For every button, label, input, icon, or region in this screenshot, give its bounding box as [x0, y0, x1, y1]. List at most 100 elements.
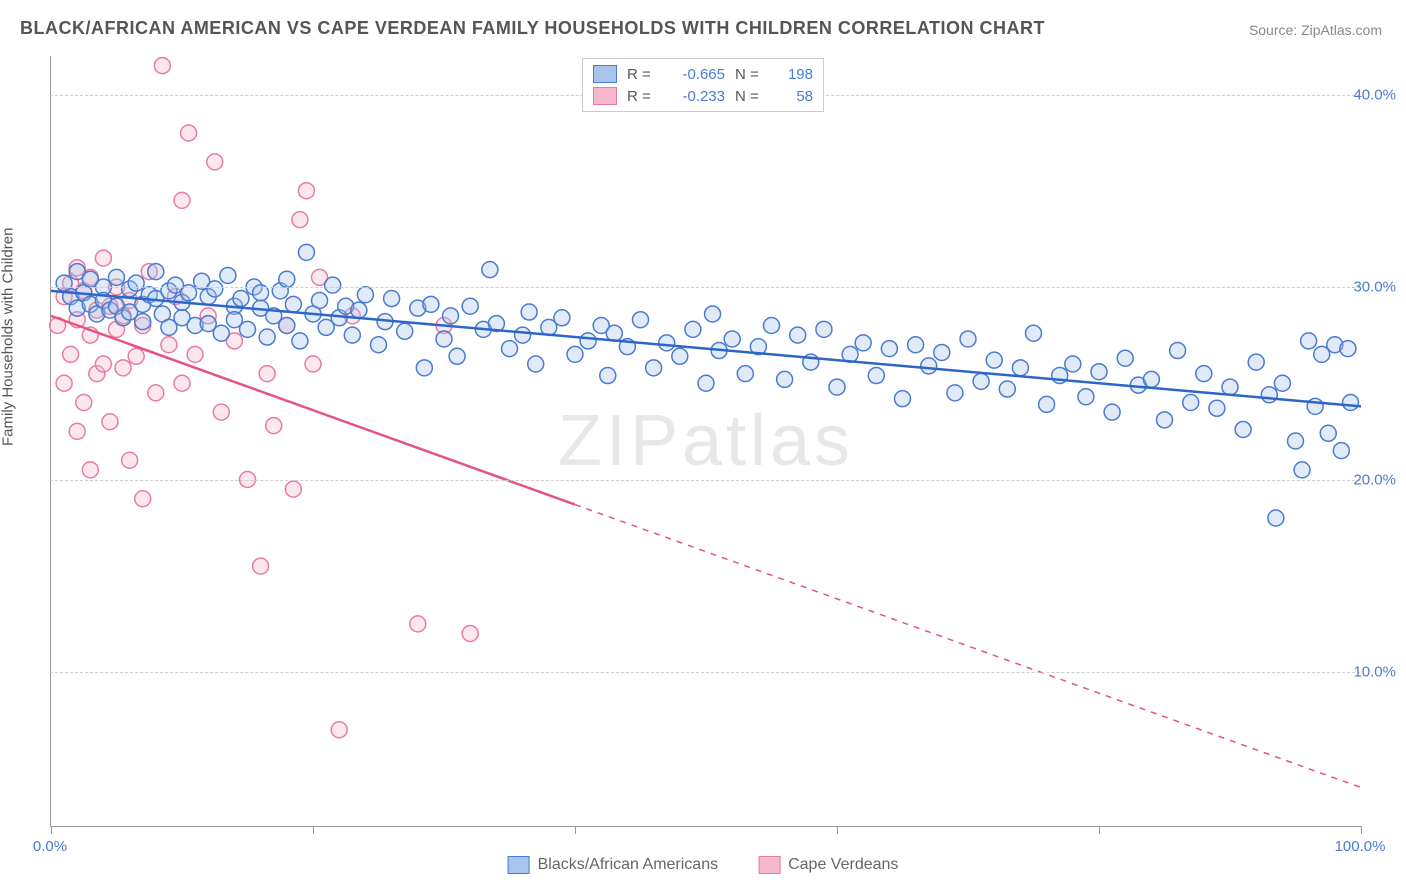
blue-point — [423, 296, 439, 312]
blue-point — [1333, 443, 1349, 459]
blue-point — [285, 296, 301, 312]
blue-point — [1301, 333, 1317, 349]
blue-point — [207, 281, 223, 297]
plot-svg — [51, 56, 1361, 826]
blue-point — [384, 291, 400, 307]
source-attribution: Source: ZipAtlas.com — [1249, 22, 1382, 38]
blue-point — [1117, 350, 1133, 366]
blue-point — [462, 298, 478, 314]
legend-item-pink: Cape Verdeans — [758, 856, 898, 874]
blue-point — [698, 375, 714, 391]
pink-point — [266, 418, 282, 434]
plot-area: ZIPatlas — [50, 56, 1361, 827]
legend-swatch-pink — [758, 856, 780, 874]
blue-point — [881, 341, 897, 357]
y-axis-label: Family Households with Children — [0, 228, 17, 446]
regression-line-pink-dashed — [575, 505, 1361, 788]
y-tick-label: 30.0% — [1353, 279, 1396, 296]
blue-point — [1340, 341, 1356, 357]
x-tick-label: 100.0% — [1335, 838, 1386, 855]
pink-point — [207, 154, 223, 170]
blue-point — [633, 312, 649, 328]
blue-point — [659, 335, 675, 351]
blue-point — [600, 368, 616, 384]
blue-point — [672, 348, 688, 364]
blue-point — [947, 385, 963, 401]
blue-point — [960, 331, 976, 347]
blue-point — [240, 321, 256, 337]
pink-point — [135, 491, 151, 507]
blue-point — [357, 287, 373, 303]
blue-point — [829, 379, 845, 395]
blue-point — [109, 269, 125, 285]
legend-n-label: N = — [735, 88, 763, 105]
pink-point — [253, 558, 269, 574]
legend-r-label: R = — [627, 88, 655, 105]
legend-swatch-blue — [593, 65, 617, 83]
gridline — [50, 672, 1360, 673]
blue-point — [1170, 343, 1186, 359]
pink-point — [128, 348, 144, 364]
blue-point — [921, 358, 937, 374]
pink-point — [122, 452, 138, 468]
blue-point — [148, 264, 164, 280]
pink-point — [298, 183, 314, 199]
blue-point — [1026, 325, 1042, 341]
blue-point — [371, 337, 387, 353]
pink-point — [174, 192, 190, 208]
blue-point — [1078, 389, 1094, 405]
blue-point — [344, 327, 360, 343]
x-tick — [313, 826, 314, 834]
blue-point — [416, 360, 432, 376]
blue-point — [128, 275, 144, 291]
blue-point — [934, 344, 950, 360]
blue-point — [443, 308, 459, 324]
legend-swatch-pink — [593, 87, 617, 105]
blue-point — [554, 310, 570, 326]
blue-point — [685, 321, 701, 337]
pink-point — [259, 366, 275, 382]
gridline — [50, 287, 1360, 288]
blue-point — [213, 325, 229, 341]
blue-point — [705, 306, 721, 322]
legend-label-blue: Blacks/African Americans — [538, 856, 719, 874]
legend-label-pink: Cape Verdeans — [788, 856, 898, 874]
y-tick-label: 10.0% — [1353, 664, 1396, 681]
blue-point — [895, 391, 911, 407]
blue-point — [1143, 371, 1159, 387]
legend-n-value-blue: 198 — [773, 66, 813, 83]
legend-n-label: N = — [735, 66, 763, 83]
blue-point — [436, 331, 452, 347]
blue-point — [986, 352, 1002, 368]
x-tick — [1361, 826, 1362, 834]
blue-point — [1091, 364, 1107, 380]
pink-point — [148, 385, 164, 401]
blue-point — [1209, 400, 1225, 416]
blue-point — [790, 327, 806, 343]
pink-point — [181, 125, 197, 141]
blue-point — [502, 341, 518, 357]
blue-point — [777, 371, 793, 387]
x-tick — [575, 826, 576, 834]
blue-point — [580, 333, 596, 349]
blue-point — [646, 360, 662, 376]
pink-point — [161, 337, 177, 353]
x-tick — [1099, 826, 1100, 834]
blue-point — [449, 348, 465, 364]
blue-point — [764, 318, 780, 334]
legend-n-value-pink: 58 — [773, 88, 813, 105]
legend-item-blue: Blacks/African Americans — [508, 856, 719, 874]
blue-point — [298, 244, 314, 260]
blue-point — [1183, 395, 1199, 411]
blue-point — [855, 335, 871, 351]
blue-point — [1012, 360, 1028, 376]
gridline — [50, 480, 1360, 481]
blue-point — [999, 381, 1015, 397]
blue-point — [816, 321, 832, 337]
chart-title: BLACK/AFRICAN AMERICAN VS CAPE VERDEAN F… — [20, 18, 1045, 39]
regression-line-pink-solid — [51, 316, 575, 505]
pink-point — [187, 346, 203, 362]
pink-point — [63, 346, 79, 362]
blue-point — [1320, 425, 1336, 441]
blue-point — [1104, 404, 1120, 420]
